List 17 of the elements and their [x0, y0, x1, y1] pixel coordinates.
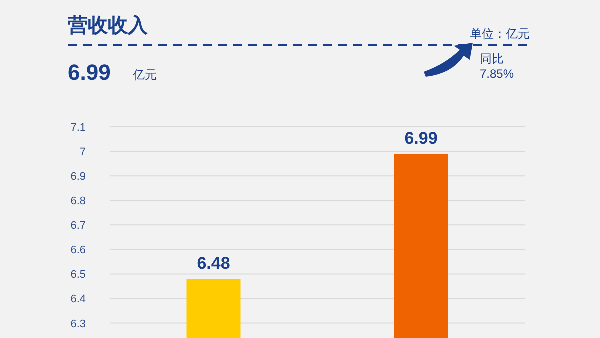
title: 营收收入: [68, 15, 148, 37]
annotation: 6.99: [68, 60, 111, 85]
annotation: 亿元: [133, 68, 157, 82]
ytick: 6.6: [70, 244, 86, 257]
ytick: 6.7: [70, 220, 86, 232]
annotation: 7.85%: [480, 67, 514, 81]
ytick: 6.8: [70, 196, 86, 208]
annotation: 同比: [480, 52, 504, 66]
data-label: 6.99: [404, 129, 438, 148]
ytick: 6.5: [70, 269, 86, 282]
annotation: 单位：亿元: [470, 27, 530, 41]
ytick: 6.3: [70, 318, 86, 330]
ytick: 6.4: [70, 294, 86, 306]
data-label: 6.48: [197, 254, 230, 274]
ytick: 7.1: [70, 122, 86, 134]
ytick: 7: [80, 146, 86, 159]
ytick: 6.9: [70, 171, 86, 184]
